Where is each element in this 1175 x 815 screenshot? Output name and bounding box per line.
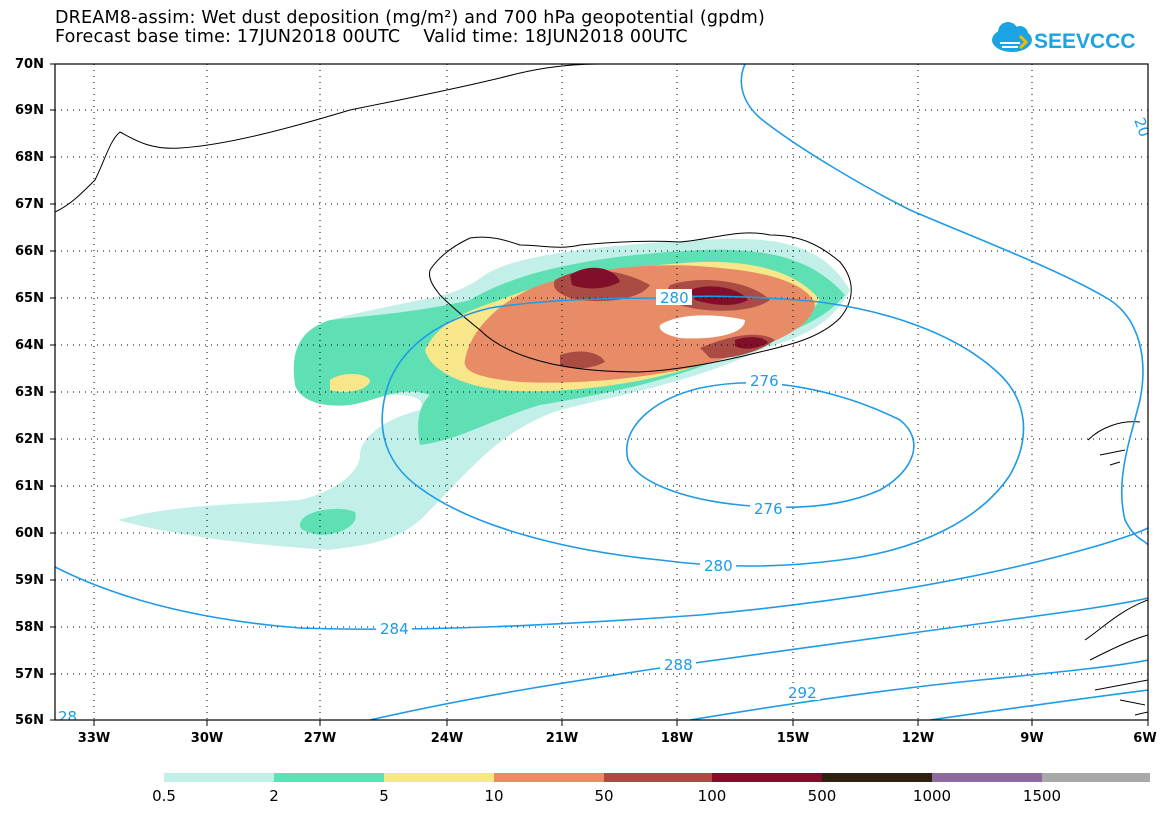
contour-label: 284 [380, 620, 409, 638]
colorbar-label: 0.5 [152, 787, 176, 805]
lat-label: 66N [15, 244, 44, 259]
contour-label: 276 [750, 372, 779, 390]
contour-label: 280 [704, 557, 733, 575]
lat-label: 70N [15, 57, 44, 72]
contour-label: 276 [754, 500, 783, 518]
seevccc-logo: SEEVCCC [992, 22, 1136, 53]
colorbar-segment [1042, 773, 1150, 782]
contour-label: 292 [788, 684, 817, 702]
lon-label: 18W [660, 731, 694, 746]
lat-label: 63N [15, 385, 44, 400]
lat-label: 67N [15, 197, 44, 212]
axis-ticks [50, 63, 1149, 726]
colorbar-label: 1000 [912, 787, 952, 805]
colorbar-label: 5 [379, 787, 389, 805]
chart-subtitle: Forecast base time: 17JUN2018 00UTC Vali… [55, 27, 688, 47]
lat-label: 68N [15, 150, 44, 165]
contour-label: 288 [664, 656, 693, 674]
colorbar-label: 1500 [1022, 787, 1062, 805]
colorbar-label: 100 [697, 787, 727, 805]
colorbar-segment [384, 773, 494, 782]
lon-label: 21W [545, 731, 579, 746]
lat-label: 64N [15, 338, 44, 353]
contour-label: 280 [660, 289, 689, 307]
lat-label: 58N [15, 620, 44, 635]
colorbar-segment [822, 773, 932, 782]
colorbar-segment [494, 773, 604, 782]
lon-label: 15W [776, 731, 810, 746]
lon-label: 30W [190, 731, 224, 746]
lat-label: 62N [15, 432, 44, 447]
lat-label: 65N [15, 291, 44, 306]
lat-label: 61N [15, 479, 44, 494]
colorbar-segment [932, 773, 1042, 782]
chart-title: DREAM8-assim: Wet dust deposition (mg/m²… [55, 8, 766, 28]
lon-label: 27W [303, 731, 337, 746]
lon-label: 6W [1133, 731, 1157, 746]
colorbar-label: 500 [807, 787, 837, 805]
colorbar-label: 2 [269, 787, 279, 805]
lon-label: 24W [430, 731, 464, 746]
geopotential-contours [55, 64, 1148, 720]
lat-label: 57N [15, 667, 44, 682]
lon-label: 12W [901, 731, 935, 746]
coastline [55, 64, 1148, 716]
colorbar-label: 50 [594, 787, 614, 805]
contour-label: 20 [1130, 115, 1153, 139]
contour-labels: 280 276 276 280 284 288 292 20 28 [58, 115, 1153, 726]
lon-label: 33W [77, 731, 111, 746]
svg-text:SEEVCCC: SEEVCCC [1034, 30, 1136, 53]
lat-label: 59N [15, 573, 44, 588]
lat-label: 56N [15, 713, 44, 728]
lon-label: 9W [1020, 731, 1044, 746]
colorbar-segment [712, 773, 822, 782]
lat-label: 69N [15, 103, 44, 118]
colorbar-segment [604, 773, 712, 782]
colorbar-segment [274, 773, 384, 782]
colorbar-segment [164, 773, 274, 782]
colorbar-label: 10 [484, 787, 504, 805]
graticule [55, 64, 1148, 720]
lat-label: 60N [15, 526, 44, 541]
dust-deposition-field [118, 238, 850, 550]
contour-label: 28 [58, 708, 77, 726]
